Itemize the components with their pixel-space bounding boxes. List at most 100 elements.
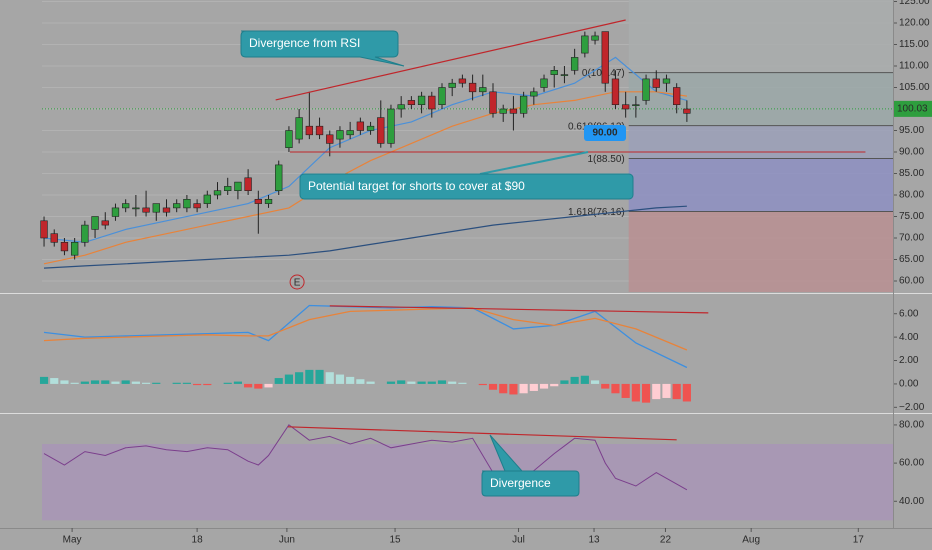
histogram-bar [550, 383, 559, 387]
candle-body [60, 241, 69, 252]
histogram-bar [223, 382, 232, 384]
candle-body [652, 78, 660, 88]
histogram-bar [427, 381, 436, 384]
y-tick-label: 115.00 [899, 39, 929, 50]
candle-body [642, 78, 650, 101]
histogram-bar [611, 383, 620, 394]
histogram-bar [152, 382, 161, 384]
candle-body [142, 207, 150, 213]
price-pane: 60.00 65.00 70.00 75.00 80.00 85.00 90.00 95.00… [40, 0, 932, 292]
candle-body [560, 74, 569, 76]
candle-body [336, 130, 344, 140]
histogram-bar [386, 381, 396, 384]
candle-body [295, 117, 303, 140]
moving-average [43, 91, 687, 265]
candle-body [632, 104, 640, 107]
histogram-bar [315, 369, 324, 384]
histogram-bar [203, 383, 212, 386]
histogram-bar [356, 379, 365, 384]
candle-body [417, 95, 426, 106]
histogram-bar [141, 382, 151, 384]
y-tick-label: 60.00 [899, 276, 924, 287]
candle-body [601, 31, 609, 84]
annotations: Divergence from RSI Potential target for… [240, 30, 634, 497]
candle-body [591, 35, 599, 41]
y-tick-label: 80.00 [899, 190, 924, 201]
histogram-bar [90, 380, 100, 384]
histogram-bar [305, 369, 314, 384]
y-tick-label: 65.00 [899, 254, 924, 265]
y-tick-label: 105.00 [899, 82, 930, 93]
histogram-bar [254, 383, 263, 389]
y-tick-label: 70.00 [899, 233, 924, 244]
candle-body [611, 78, 620, 106]
candle-body [407, 100, 416, 106]
candle-body [305, 125, 314, 136]
y-tick-label: 80.00 [899, 420, 924, 431]
histogram-bar [407, 381, 416, 384]
candle-body [489, 91, 497, 114]
histogram-bar [193, 383, 202, 386]
histogram-bar [631, 383, 640, 402]
callout-text: Divergence [490, 476, 551, 490]
x-tick-label: 13 [588, 535, 600, 546]
callout-text: Divergence from RSI [249, 36, 360, 50]
y-tick-label: 40.00 [899, 496, 924, 507]
candle-body [346, 130, 354, 136]
x-tick-label: 22 [660, 535, 672, 546]
histogram-bar [60, 380, 69, 384]
candle-body [499, 108, 507, 114]
histogram-bar [295, 372, 304, 384]
candle-body [152, 203, 160, 213]
candle-body [356, 121, 365, 131]
candle-body [183, 198, 191, 209]
macd-pane: −2.00 0.00 2.00 4.00 6.00 [39, 304, 925, 413]
histogram-bar [590, 380, 600, 384]
candle-body [530, 91, 538, 97]
candle-body [683, 108, 691, 114]
fib-zone [628, 211, 893, 292]
callout-text: Potential target for shorts to cover at … [308, 179, 525, 193]
rsi-line [43, 424, 688, 491]
candle-body [550, 70, 558, 75]
y-tick-label: 6.00 [899, 308, 919, 319]
candle-body [540, 78, 548, 88]
histogram-bar [682, 383, 691, 402]
fib-zone [628, 158, 893, 212]
candle-body [40, 220, 48, 239]
candle-body [254, 198, 262, 204]
histogram-bar [499, 383, 508, 394]
candle-body [173, 203, 181, 209]
fib-zone [628, 72, 893, 126]
candle-body [70, 241, 79, 256]
fib-zone [628, 125, 893, 159]
candle-body [509, 108, 518, 114]
x-tick-label: 18 [192, 535, 204, 546]
histogram-bar [580, 375, 589, 384]
histogram-bar [233, 381, 242, 384]
histogram-bar [264, 383, 273, 388]
candle-body [91, 216, 99, 230]
candle-body [244, 177, 252, 191]
candle-body [570, 57, 579, 71]
candle-body [132, 207, 140, 210]
candle-body [438, 87, 446, 106]
histogram-bar [397, 380, 406, 384]
histogram-bar [417, 381, 426, 384]
trend-line [275, 19, 626, 101]
candle-body [581, 35, 589, 54]
target-badge [584, 124, 626, 141]
histogram-bar [478, 383, 487, 386]
event-marker [289, 274, 305, 290]
candle-body [397, 104, 405, 110]
callout [240, 30, 405, 67]
y-tick-label: −2.00 [899, 402, 925, 413]
candle-body [275, 164, 283, 191]
target-label: 90.00 [592, 128, 617, 139]
histogram-bar [39, 376, 49, 384]
candle-body [122, 203, 130, 209]
callout-pointer [479, 151, 589, 175]
candle-body [377, 117, 385, 144]
histogram-bar [539, 383, 549, 389]
y-tick-label: 2.00 [899, 355, 919, 366]
